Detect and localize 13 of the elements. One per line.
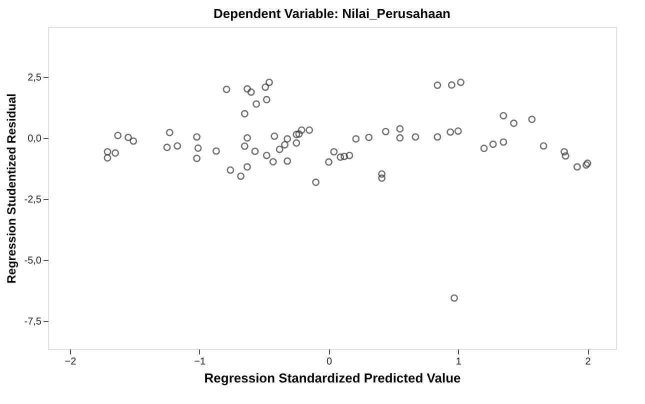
x-tick-label: −1	[194, 356, 206, 368]
y-tick-label: 0,0	[28, 134, 42, 145]
x-tick-label: 0	[326, 356, 332, 368]
y-tick-label: -5,0	[24, 256, 42, 267]
x-tick-label: −2	[64, 356, 77, 368]
y-axis-title: Regression Studentized Residual	[4, 93, 18, 284]
chart-title: Dependent Variable: Nilai_Perusahaan	[214, 6, 451, 21]
y-tick-label: -7,5	[24, 316, 42, 328]
y-tick-label: 2,5	[28, 72, 42, 84]
x-axis-title: Regression Standardized Predicted Value	[204, 370, 461, 386]
x-tick-label: 2	[585, 356, 592, 368]
x-tick-label: 1	[456, 356, 462, 368]
y-tick-label: -2,5	[24, 194, 42, 206]
